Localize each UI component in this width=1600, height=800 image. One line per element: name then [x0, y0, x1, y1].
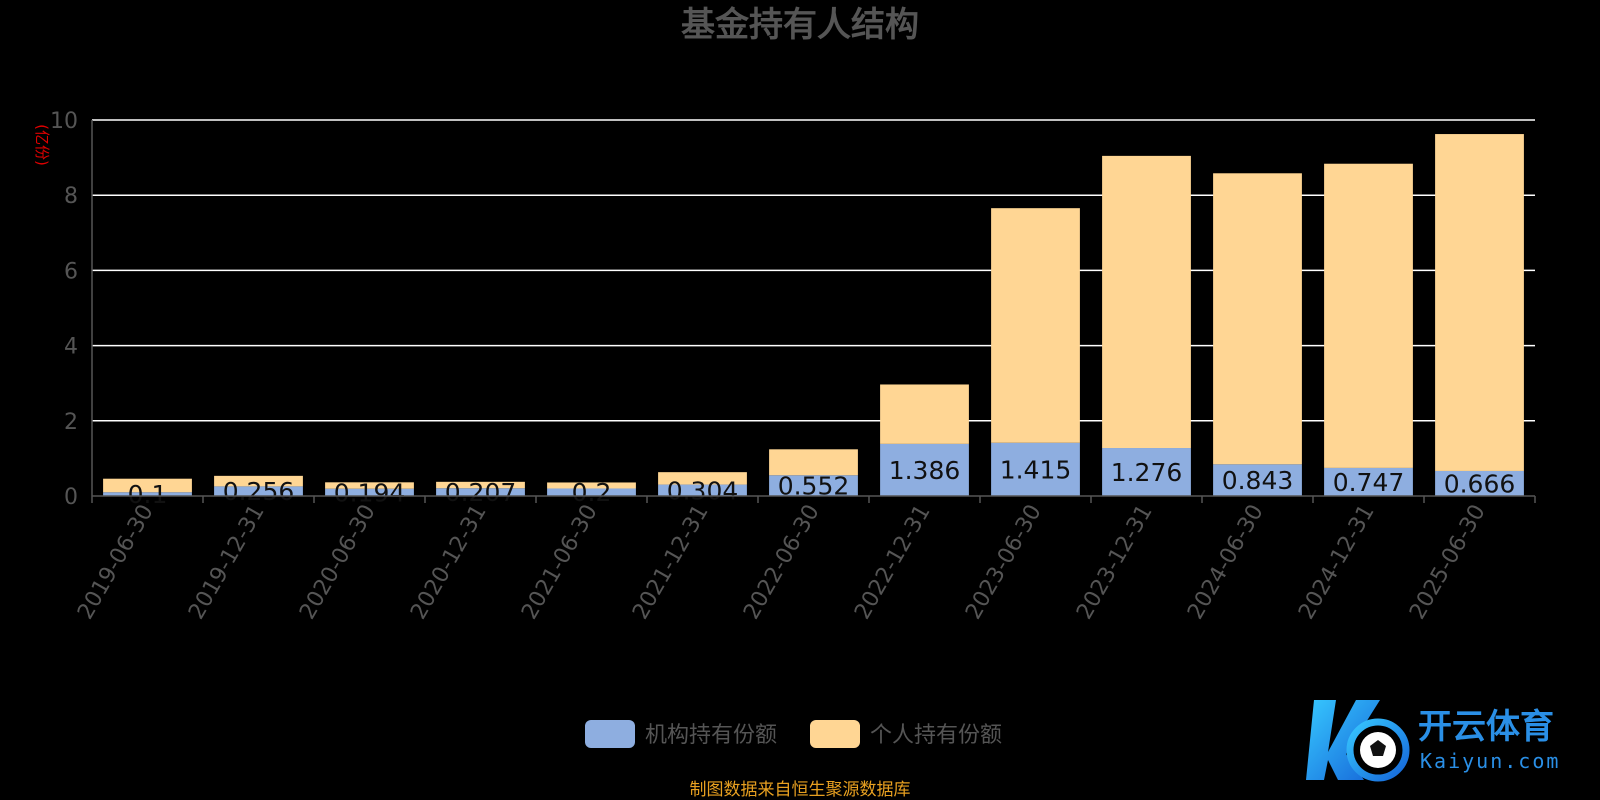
bar-institutional	[214, 486, 303, 496]
bar-institutional	[769, 475, 858, 496]
y-tick-label: 8	[64, 184, 78, 209]
bar-value-label: 1.386	[889, 456, 961, 485]
bar-value-label: 0.666	[1444, 469, 1516, 498]
x-tick-label: 2024-12-31	[1294, 501, 1380, 624]
bar-individual	[991, 208, 1080, 443]
bar-individual	[1435, 134, 1524, 471]
x-tick-label: 2022-06-30	[739, 501, 825, 624]
bar-institutional	[658, 484, 747, 496]
bar-individual	[325, 482, 414, 489]
bar-value-label: 0.194	[334, 478, 406, 507]
bar-individual	[1324, 163, 1413, 468]
chart-title: 基金持有人结构	[681, 5, 919, 45]
bar-individual	[1102, 155, 1191, 449]
x-tick-label: 2021-06-30	[517, 501, 603, 624]
legend-label: 机构持有份额	[645, 723, 777, 748]
legend: 机构持有份额 个人持有份额	[585, 720, 1002, 748]
bar-institutional	[1324, 467, 1413, 496]
bar-institutional	[103, 492, 192, 496]
bar-individual	[769, 449, 858, 476]
axes: 0 2 4 6 8 10 2019-06-30 2019-12-31 2020-06-30 202…	[50, 109, 1536, 624]
x-tick-label: 2023-12-31	[1072, 501, 1158, 624]
bar-institutional	[436, 488, 525, 496]
legend-label: 个人持有份额	[870, 723, 1002, 748]
bar-value-label: 0.843	[1222, 466, 1294, 495]
bar-series	[103, 134, 1524, 496]
bar-value-label: 0.304	[667, 476, 739, 505]
y-tick-label: 2	[64, 410, 78, 435]
bar-individual	[103, 478, 192, 493]
bar-individual	[1213, 173, 1302, 465]
bar-individual	[547, 482, 636, 489]
bar-institutional	[1435, 470, 1524, 496]
bar-value-label: 0.747	[1333, 468, 1405, 497]
y-axis-label: (亿份)	[33, 124, 51, 166]
bar-value-label: 0.207	[445, 478, 517, 507]
bar-individual	[880, 384, 969, 444]
kaiyun-logo-icon: 开云体育 Kaiyun.com	[1306, 700, 1560, 782]
x-tick-label: 2025-06-30	[1405, 501, 1491, 624]
bar-individual	[658, 472, 747, 485]
y-tick-label: 10	[50, 109, 78, 134]
bar-value-label: 1.415	[1000, 455, 1072, 484]
bar-institutional	[1102, 448, 1191, 496]
bar-institutional	[991, 442, 1080, 496]
bar-institutional	[1213, 464, 1302, 496]
bar-individual	[436, 481, 525, 489]
legend-swatch	[810, 720, 860, 748]
grid-lines	[92, 119, 1535, 422]
bar-institutional	[547, 488, 636, 496]
legend-swatch	[585, 720, 635, 748]
bar-institutional	[880, 443, 969, 496]
bar-institutional	[325, 488, 414, 496]
bar-value-label: 0.2	[572, 478, 612, 507]
bar-value-label: 1.276	[1111, 458, 1183, 487]
source-note: 制图数据来自恒生聚源数据库	[690, 780, 911, 800]
y-tick-label: 6	[64, 259, 78, 284]
x-tick-label: 2019-12-31	[184, 501, 270, 624]
bar-value-label: 0.256	[223, 477, 295, 506]
watermark-logo: 开云体育 Kaiyun.com	[1306, 694, 1586, 786]
x-tick-label: 2020-12-31	[406, 501, 492, 624]
x-tick-label: 2021-12-31	[628, 501, 714, 624]
y-tick-label: 0	[64, 485, 78, 510]
brand-domain: Kaiyun.com	[1420, 749, 1560, 773]
x-tick-label: 2019-06-30	[73, 501, 159, 624]
brand-text: 开云体育	[1418, 707, 1554, 747]
x-tick-label: 2020-06-30	[295, 501, 381, 624]
y-tick-label: 4	[64, 335, 78, 360]
x-tick-label: 2024-06-30	[1183, 501, 1269, 624]
bar-individual	[214, 475, 303, 487]
x-tick-label: 2023-06-30	[961, 501, 1047, 624]
x-tick-label: 2022-12-31	[850, 501, 936, 624]
bar-value-label: 0.1	[128, 480, 168, 509]
